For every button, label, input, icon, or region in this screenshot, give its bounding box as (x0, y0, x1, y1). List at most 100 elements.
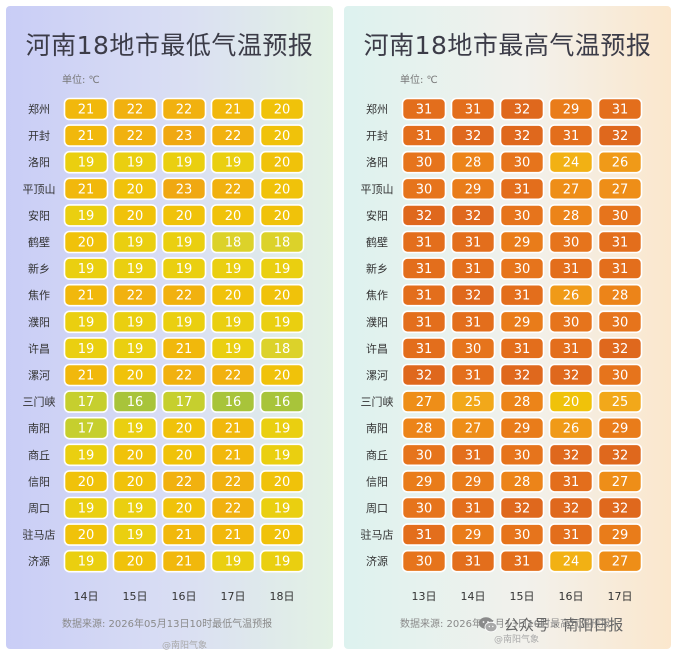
max-temp-cell-value: 28 (514, 395, 531, 410)
max-temp-cell (450, 230, 496, 254)
max-temp-cell (401, 177, 447, 201)
wechat-account-label: 公众号 · 南阳日报 (478, 614, 623, 635)
max-temp-cell-value: 31 (612, 262, 629, 277)
max-temp-cell (597, 363, 643, 387)
max-temp-cell-value: 32 (514, 103, 531, 118)
max-temp-city-label: 鹤壁 (366, 235, 388, 249)
min-temp-cell-value: 19 (127, 422, 144, 437)
min-temp-cell-value: 22 (127, 103, 144, 118)
min-temp-cell-value: 20 (78, 475, 95, 490)
max-temp-day-label: 15日 (510, 590, 535, 603)
max-temp-cell (597, 150, 643, 174)
min-temp-cell-value: 22 (225, 182, 242, 197)
max-temp-cell-value: 31 (563, 342, 580, 357)
max-temp-cell (401, 257, 447, 280)
max-temp-cell (401, 310, 447, 334)
min-temp-cell-value: 19 (225, 262, 242, 277)
min-temp-city-label: 信阳 (28, 475, 50, 488)
min-temp-cell-value: 19 (274, 555, 291, 570)
max-temp-unit: 单位: ℃ (400, 75, 438, 86)
max-temp-city-label: 新乡 (366, 262, 388, 276)
max-temp-cell-value: 32 (416, 209, 433, 224)
min-temp-cell-value: 22 (176, 289, 193, 304)
min-temp-city-label: 新乡 (28, 262, 50, 276)
max-temp-cell (401, 337, 447, 360)
max-temp-cell (401, 124, 447, 147)
max-temp-cell-value: 30 (514, 528, 531, 543)
min-temp-cell-value: 19 (225, 342, 242, 357)
max-temp-cell-value: 31 (612, 103, 629, 118)
max-temp-cell-value: 29 (514, 315, 531, 330)
max-temp-cell-value: 30 (612, 315, 629, 330)
min-temp-day-label: 16日 (172, 590, 197, 603)
max-temp-city-label: 商丘 (366, 448, 388, 462)
max-temp-city-label: 南阳 (366, 422, 388, 435)
max-temp-cell (401, 416, 447, 440)
min-temp-cell (112, 204, 158, 227)
min-temp-cell-value: 21 (225, 448, 242, 463)
max-temp-chart: 郑州 31 31 32 29 31 开封 31 32 32 31 32 洛阳 30 28 30 24 26 平顶山 3… (361, 97, 643, 603)
min-temp-cell-value: 20 (127, 475, 144, 490)
min-temp-cell (210, 496, 256, 520)
max-temp-cell (548, 150, 594, 174)
min-temp-cell-value: 19 (127, 315, 144, 330)
max-temp-cell-value: 31 (465, 369, 482, 384)
max-temp-cell (499, 283, 545, 307)
max-temp-cell (597, 230, 643, 254)
min-temp-cell (112, 549, 158, 573)
max-temp-cell-value: 31 (563, 262, 580, 277)
min-temp-cell-value: 23 (176, 129, 193, 144)
min-temp-cell-value: 20 (225, 289, 242, 304)
max-temp-cell (597, 549, 643, 573)
max-temp-cell-value: 24 (563, 156, 580, 171)
max-temp-cell-value: 31 (416, 236, 433, 251)
min-temp-cell (161, 257, 207, 280)
min-temp-day-label: 15日 (123, 590, 148, 603)
max-temp-city-label: 信阳 (366, 475, 388, 488)
min-temp-cell-value: 19 (78, 209, 95, 224)
max-temp-title: 河南18地市最高气温预报 (363, 31, 652, 60)
min-temp-cell (63, 257, 109, 280)
max-temp-cell-value: 30 (612, 369, 629, 384)
min-temp-cell (161, 150, 207, 174)
max-temp-cell (401, 470, 447, 493)
min-temp-cell (161, 283, 207, 307)
max-temp-cell-value: 32 (465, 289, 482, 304)
min-temp-cell-value: 19 (274, 315, 291, 330)
max-temp-cell (401, 549, 447, 573)
min-temp-cell (259, 283, 305, 307)
max-temp-cell-value: 26 (563, 422, 580, 437)
min-temp-cell-value: 22 (176, 475, 193, 490)
min-temp-unit: 单位: ℃ (62, 75, 100, 86)
min-temp-cell (112, 390, 158, 413)
min-temp-cell-value: 22 (176, 103, 193, 118)
max-temp-cell-value: 31 (465, 555, 482, 570)
max-temp-cell-value: 31 (563, 475, 580, 490)
min-temp-cell (112, 470, 158, 493)
min-temp-cell-value: 22 (127, 129, 144, 144)
max-temp-cell-value: 31 (465, 448, 482, 463)
min-temp-cell (161, 416, 207, 440)
min-temp-cell (259, 337, 305, 360)
min-temp-cell-value: 21 (176, 342, 193, 357)
min-temp-cell-value: 19 (274, 422, 291, 437)
min-temp-city-label: 鹤壁 (28, 235, 50, 249)
max-temp-city-label: 郑州 (366, 102, 388, 116)
max-temp-cell (450, 150, 496, 174)
max-temp-cell (548, 337, 594, 360)
max-temp-cell (499, 150, 545, 174)
max-temp-cell-value: 32 (514, 502, 531, 517)
max-temp-cell-value: 30 (514, 156, 531, 171)
max-temp-cell-value: 31 (416, 289, 433, 304)
min-temp-cell (63, 177, 109, 201)
min-temp-cell (210, 204, 256, 227)
min-temp-cell-value: 20 (176, 422, 193, 437)
max-temp-cell-value: 30 (514, 209, 531, 224)
min-temp-cell-value: 21 (225, 528, 242, 543)
min-temp-cell-value: 22 (176, 369, 193, 384)
max-temp-cell-value: 32 (612, 502, 629, 517)
min-temp-cell-value: 20 (274, 528, 291, 543)
min-temp-cell (63, 363, 109, 387)
max-temp-cell-value: 27 (465, 422, 482, 437)
min-temp-cell-value: 19 (176, 262, 193, 277)
